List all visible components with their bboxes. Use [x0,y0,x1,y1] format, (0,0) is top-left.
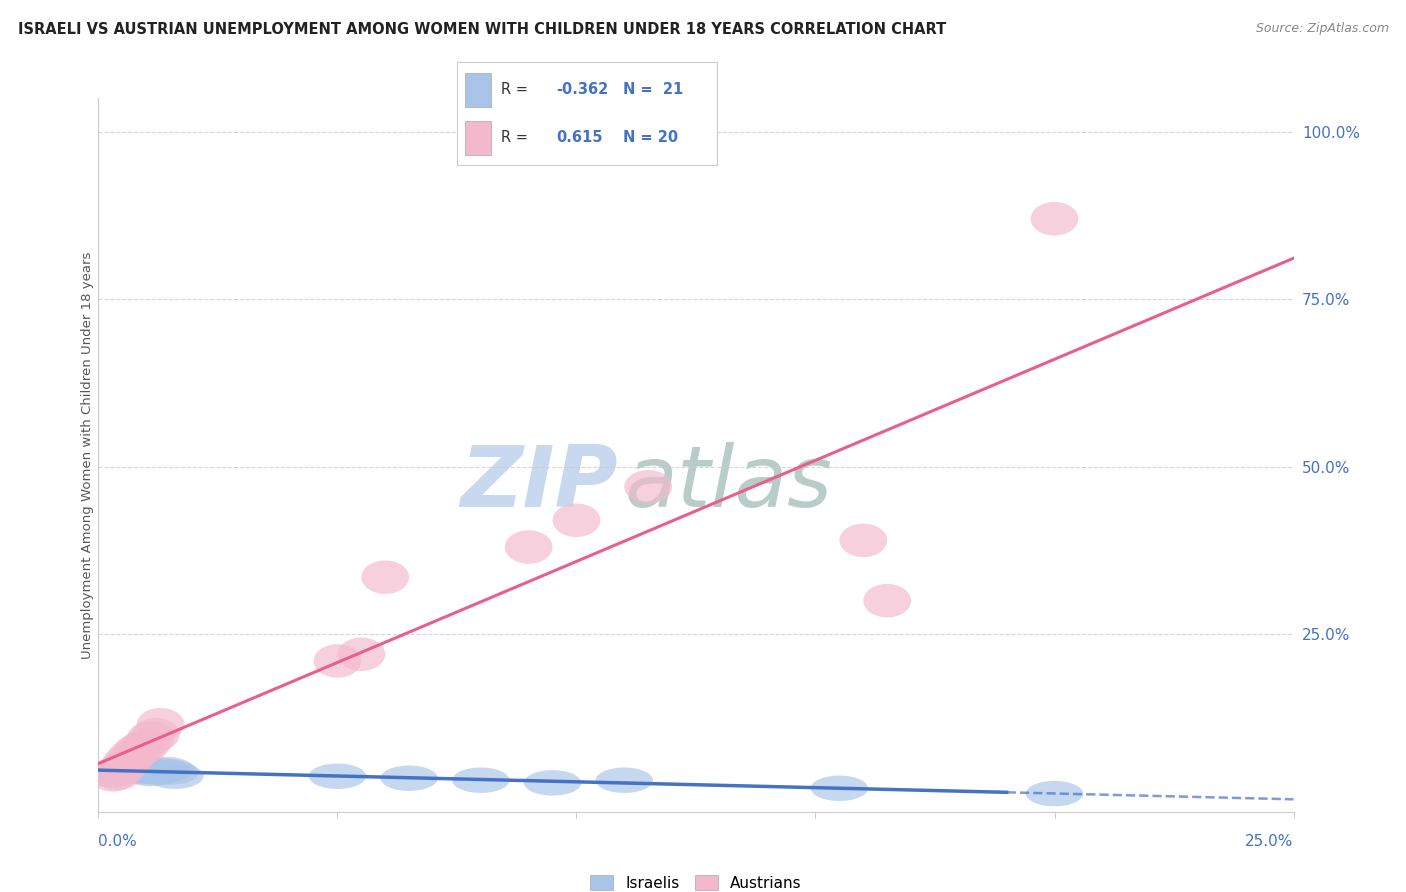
Ellipse shape [839,524,887,558]
Ellipse shape [98,756,156,780]
Text: N =  21: N = 21 [623,82,683,97]
Ellipse shape [524,770,581,796]
Ellipse shape [505,531,553,564]
Ellipse shape [127,759,184,785]
Text: 0.615: 0.615 [555,130,602,145]
Ellipse shape [103,754,160,780]
Ellipse shape [132,718,180,751]
Ellipse shape [118,731,166,764]
Ellipse shape [309,764,366,789]
Text: ZIP: ZIP [461,442,619,525]
Ellipse shape [381,765,437,791]
Ellipse shape [112,756,170,782]
Legend: Israelis, Austrians: Israelis, Austrians [583,869,808,892]
Text: N = 20: N = 20 [623,130,679,145]
Ellipse shape [127,722,174,755]
Ellipse shape [84,762,142,788]
Ellipse shape [122,728,170,762]
FancyBboxPatch shape [465,121,491,155]
Ellipse shape [596,767,652,793]
Ellipse shape [122,761,180,786]
Ellipse shape [89,759,146,784]
Text: R =: R = [501,82,533,97]
Ellipse shape [811,775,868,801]
Ellipse shape [337,638,385,671]
Text: 25.0%: 25.0% [1246,834,1294,849]
Ellipse shape [132,758,190,783]
Ellipse shape [553,503,600,537]
Text: ISRAELI VS AUSTRIAN UNEMPLOYMENT AMONG WOMEN WITH CHILDREN UNDER 18 YEARS CORREL: ISRAELI VS AUSTRIAN UNEMPLOYMENT AMONG W… [18,22,946,37]
Ellipse shape [453,767,509,793]
Ellipse shape [361,560,409,594]
Ellipse shape [89,758,136,791]
Ellipse shape [103,745,150,778]
FancyBboxPatch shape [465,73,491,106]
Ellipse shape [136,708,184,741]
Text: 0.0%: 0.0% [98,834,138,849]
Ellipse shape [136,756,194,782]
Text: R =: R = [501,130,537,145]
Text: atlas: atlas [624,442,832,525]
Text: -0.362: -0.362 [555,82,607,97]
Ellipse shape [118,759,174,784]
Ellipse shape [146,764,204,789]
Ellipse shape [142,759,198,785]
Ellipse shape [108,739,156,772]
Text: Source: ZipAtlas.com: Source: ZipAtlas.com [1256,22,1389,36]
Ellipse shape [314,644,361,678]
Ellipse shape [863,584,911,617]
Ellipse shape [94,756,142,790]
Ellipse shape [624,470,672,503]
Ellipse shape [1031,202,1078,235]
Ellipse shape [108,758,166,783]
Ellipse shape [98,751,146,785]
Ellipse shape [94,756,150,782]
Ellipse shape [112,735,160,768]
Y-axis label: Unemployment Among Women with Children Under 18 years: Unemployment Among Women with Children U… [80,252,94,658]
Ellipse shape [1026,780,1083,806]
